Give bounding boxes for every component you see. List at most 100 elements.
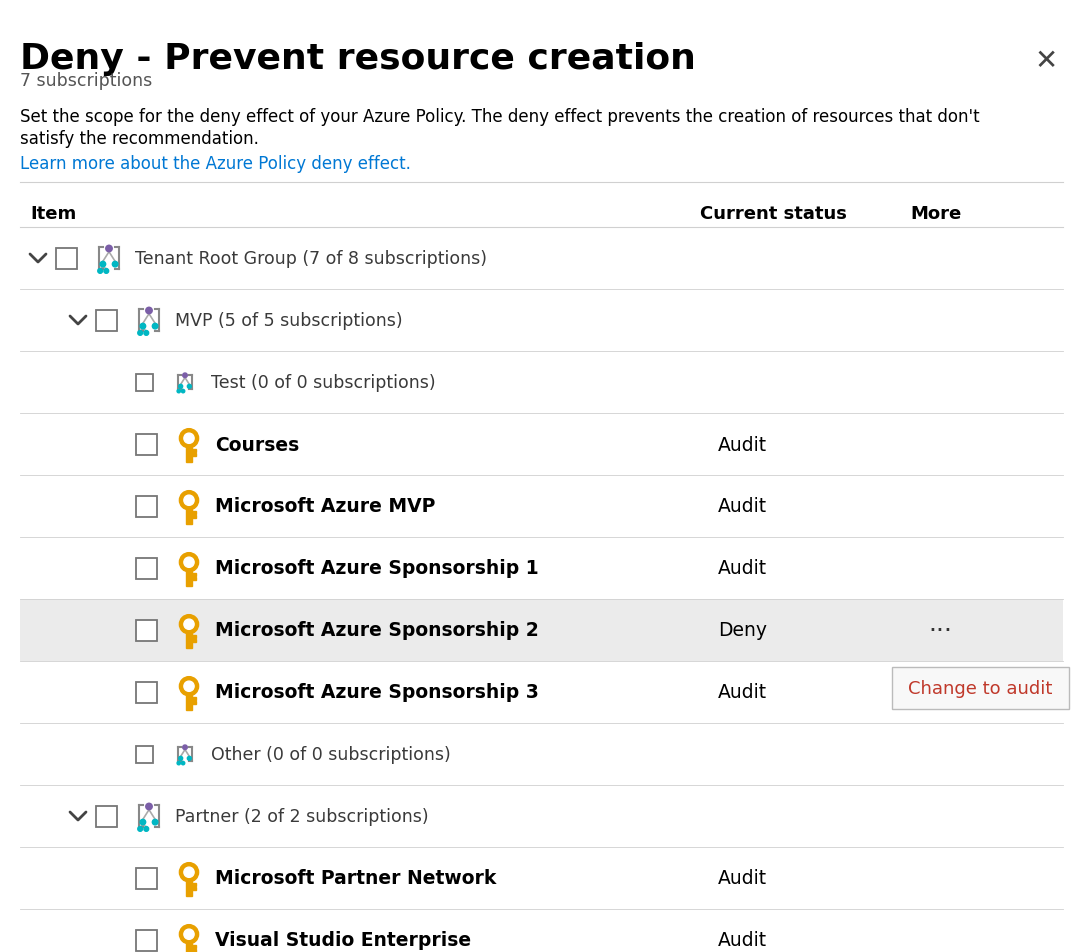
Bar xyxy=(192,697,196,701)
Circle shape xyxy=(144,331,148,336)
Text: satisfy the recommendation.: satisfy the recommendation. xyxy=(19,129,259,148)
Circle shape xyxy=(184,434,194,444)
Circle shape xyxy=(146,307,153,314)
Bar xyxy=(186,878,192,896)
FancyBboxPatch shape xyxy=(136,496,157,517)
Text: Current status: Current status xyxy=(700,205,847,223)
Bar xyxy=(186,940,192,952)
FancyBboxPatch shape xyxy=(892,667,1069,709)
Text: More: More xyxy=(910,205,962,223)
Bar xyxy=(192,454,196,457)
Circle shape xyxy=(140,820,146,825)
FancyBboxPatch shape xyxy=(136,929,157,950)
Circle shape xyxy=(184,867,194,878)
Text: Audit: Audit xyxy=(718,435,767,454)
Circle shape xyxy=(138,331,143,336)
Text: Change to audit: Change to audit xyxy=(909,680,1053,697)
Bar xyxy=(19,600,1064,662)
Bar xyxy=(192,516,196,519)
Text: Audit: Audit xyxy=(718,497,767,516)
Circle shape xyxy=(180,677,198,696)
Text: Other (0 of 0 subscriptions): Other (0 of 0 subscriptions) xyxy=(211,745,451,764)
Circle shape xyxy=(179,757,183,761)
Text: Courses: Courses xyxy=(216,435,299,454)
FancyBboxPatch shape xyxy=(136,682,157,703)
Circle shape xyxy=(179,385,183,388)
Text: ✕: ✕ xyxy=(1034,47,1058,75)
Circle shape xyxy=(153,324,158,329)
Bar xyxy=(186,506,192,524)
Text: Test (0 of 0 subscriptions): Test (0 of 0 subscriptions) xyxy=(211,373,435,391)
Text: Visual Studio Enterprise: Visual Studio Enterprise xyxy=(216,930,471,949)
Text: Deny: Deny xyxy=(718,621,767,640)
Text: Tenant Root Group (7 of 8 subscriptions): Tenant Root Group (7 of 8 subscriptions) xyxy=(135,249,487,268)
Text: Audit: Audit xyxy=(718,930,767,949)
Bar xyxy=(192,887,196,890)
Circle shape xyxy=(100,262,106,268)
FancyBboxPatch shape xyxy=(136,745,153,763)
Circle shape xyxy=(183,745,187,750)
FancyBboxPatch shape xyxy=(96,310,117,331)
FancyBboxPatch shape xyxy=(136,620,157,641)
Circle shape xyxy=(180,615,198,634)
Circle shape xyxy=(146,803,153,810)
Circle shape xyxy=(180,491,198,510)
Circle shape xyxy=(140,324,146,329)
Bar xyxy=(186,445,192,462)
Bar xyxy=(186,630,192,648)
Circle shape xyxy=(184,620,194,629)
Bar xyxy=(192,573,196,577)
Circle shape xyxy=(153,820,158,825)
Circle shape xyxy=(180,553,198,572)
Circle shape xyxy=(184,929,194,940)
FancyBboxPatch shape xyxy=(56,248,77,269)
Text: Microsoft Azure Sponsorship 3: Microsoft Azure Sponsorship 3 xyxy=(216,683,539,702)
FancyBboxPatch shape xyxy=(136,558,157,579)
Circle shape xyxy=(178,762,181,765)
Circle shape xyxy=(183,373,187,378)
Text: Partner (2 of 2 subscriptions): Partner (2 of 2 subscriptions) xyxy=(175,807,429,825)
Circle shape xyxy=(180,863,198,882)
Circle shape xyxy=(106,246,113,252)
Bar xyxy=(192,449,196,452)
Text: Learn more about the Azure Policy deny effect.: Learn more about the Azure Policy deny e… xyxy=(19,155,410,173)
FancyBboxPatch shape xyxy=(136,867,157,888)
Bar xyxy=(192,949,196,952)
Text: Set the scope for the deny effect of your Azure Policy. The deny effect prevents: Set the scope for the deny effect of you… xyxy=(19,108,980,126)
Text: 7 subscriptions: 7 subscriptions xyxy=(19,72,153,89)
Text: Audit: Audit xyxy=(718,868,767,887)
Circle shape xyxy=(181,390,185,393)
FancyBboxPatch shape xyxy=(96,805,117,826)
Circle shape xyxy=(138,826,143,831)
Circle shape xyxy=(180,429,198,448)
Bar xyxy=(192,883,196,886)
Bar xyxy=(186,568,192,586)
FancyBboxPatch shape xyxy=(136,434,157,455)
Circle shape xyxy=(181,762,185,765)
Circle shape xyxy=(184,682,194,692)
Circle shape xyxy=(178,390,181,393)
Text: Microsoft Azure Sponsorship 2: Microsoft Azure Sponsorship 2 xyxy=(216,621,538,640)
Bar xyxy=(192,945,196,948)
Text: Audit: Audit xyxy=(718,683,767,702)
Bar xyxy=(192,511,196,515)
Bar xyxy=(192,640,196,643)
Text: MVP (5 of 5 subscriptions): MVP (5 of 5 subscriptions) xyxy=(175,311,403,329)
Circle shape xyxy=(184,496,194,506)
Circle shape xyxy=(104,269,108,274)
Text: ···: ··· xyxy=(928,619,952,643)
Bar xyxy=(192,578,196,581)
Text: Deny - Prevent resource creation: Deny - Prevent resource creation xyxy=(19,42,696,76)
Circle shape xyxy=(97,269,103,274)
Text: Microsoft Partner Network: Microsoft Partner Network xyxy=(216,868,496,887)
Circle shape xyxy=(113,262,118,268)
FancyBboxPatch shape xyxy=(136,374,153,391)
Text: Microsoft Azure MVP: Microsoft Azure MVP xyxy=(216,497,435,516)
Circle shape xyxy=(187,385,192,388)
Bar xyxy=(186,692,192,710)
Circle shape xyxy=(180,924,198,943)
Text: Item: Item xyxy=(30,205,76,223)
Circle shape xyxy=(184,558,194,567)
Text: Audit: Audit xyxy=(718,559,767,578)
Circle shape xyxy=(144,826,148,831)
